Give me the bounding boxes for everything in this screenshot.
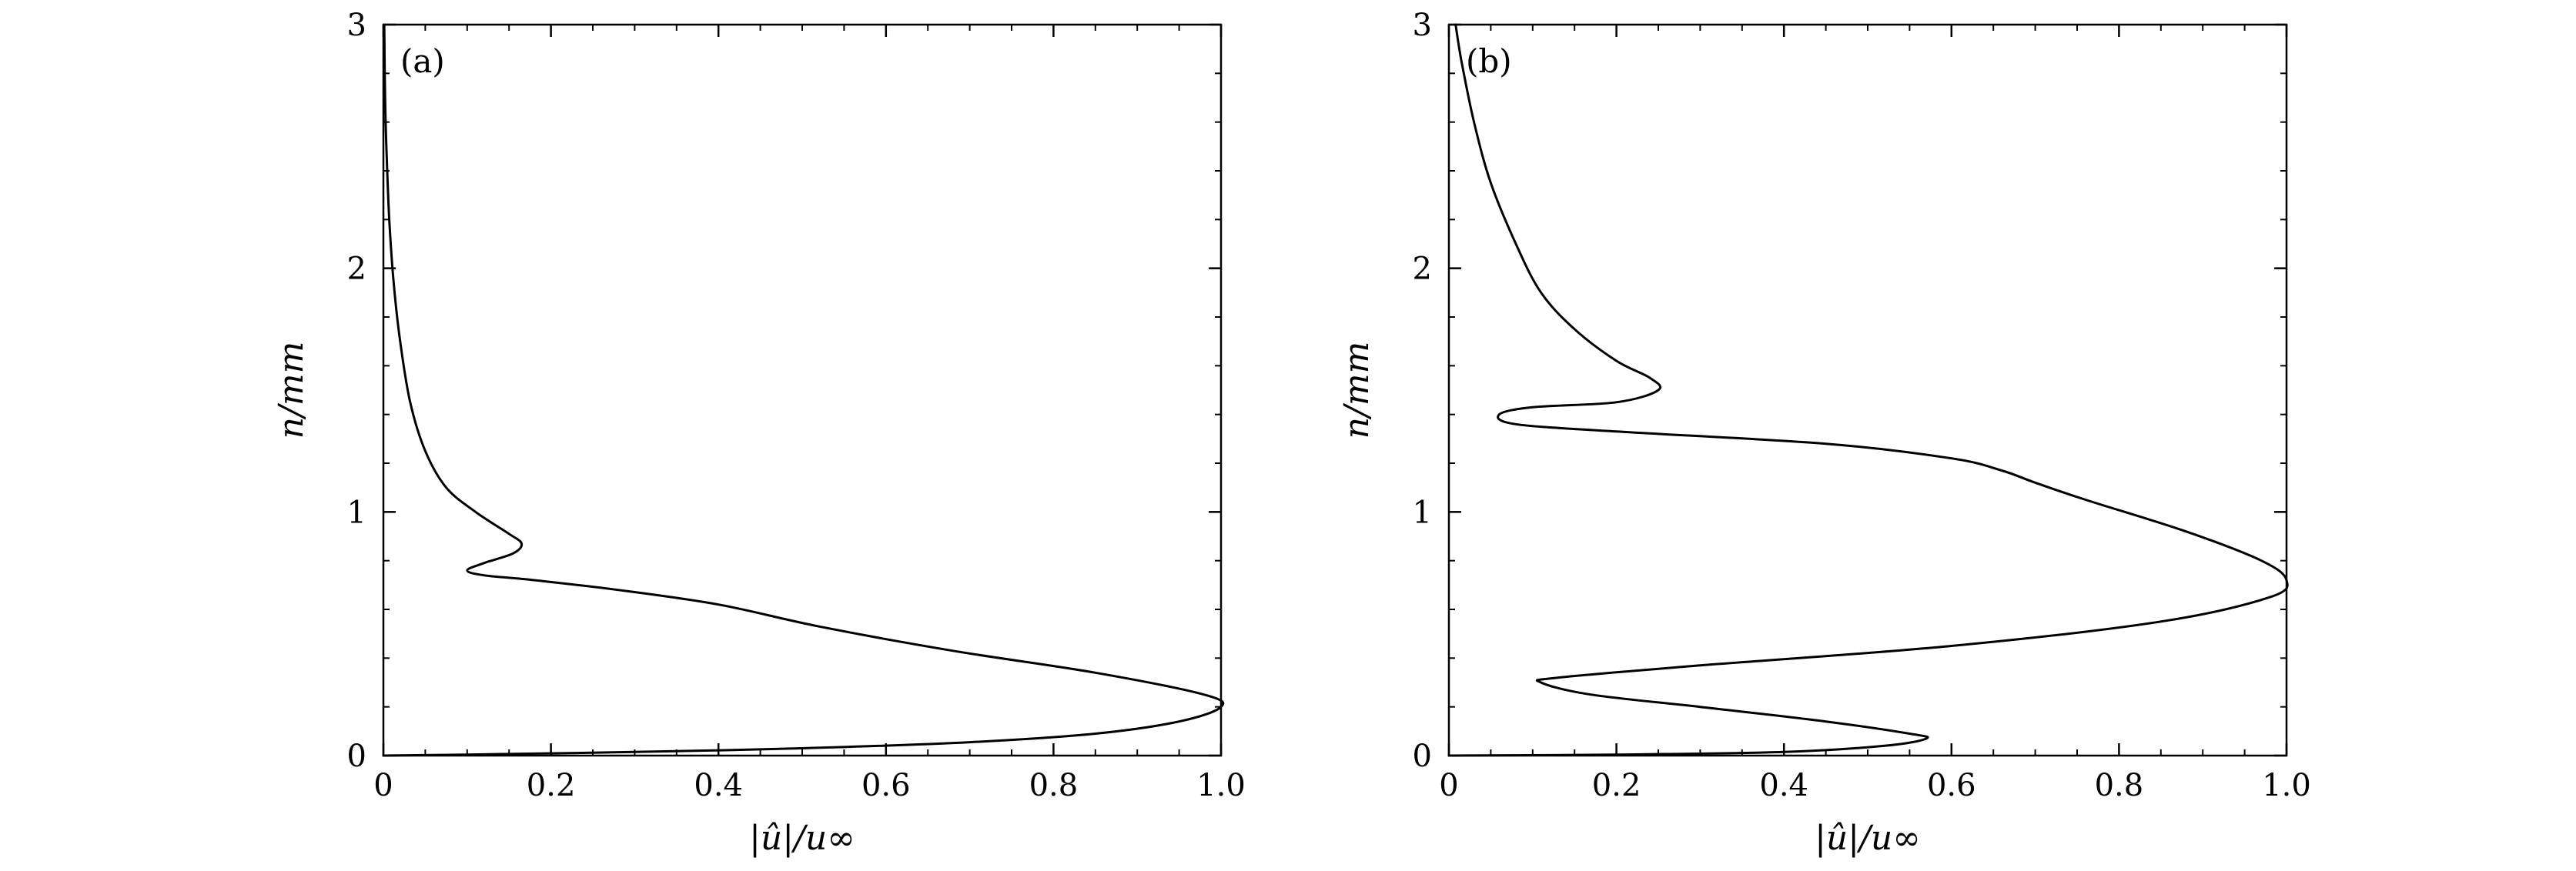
panel-b-y-tick-label: 1 <box>1413 495 1432 530</box>
panel-b-frame <box>1447 23 2288 757</box>
panel-a-x-tick-label: 0.6 <box>861 768 911 803</box>
panel-a-y-tick-label: 1 <box>347 495 366 530</box>
panel-a: 0 0.2 0.4 0.6 0.8 1.0 0 1 2 3 (a) |û|/u∞ n/mm <box>272 8 1246 858</box>
panel-b-x-axis-label: |û|/u∞ <box>1815 819 1921 858</box>
panel-a-x-tick-label: 1.0 <box>1196 768 1246 803</box>
panel-b-y-tick-label: 2 <box>1413 252 1432 287</box>
panel-a-x-tick-label: 0.8 <box>1029 768 1079 803</box>
panel-b-x-tick-label: 0.6 <box>1927 768 1976 803</box>
panel-a-x-tick-label: 0 <box>373 768 393 803</box>
panel-a-label: (a) <box>400 42 445 80</box>
panel-a-y-axis-label: n/mm <box>272 342 311 439</box>
panel-a-y-tick-label: 2 <box>347 252 366 287</box>
panel-b-x-tick-label: 0 <box>1439 768 1458 803</box>
panel-b-x-tick-label: 1.0 <box>2262 768 2311 803</box>
panel-b-y-axis-label: n/mm <box>1337 342 1377 439</box>
panel-a-x-tick-label: 0.2 <box>527 768 576 803</box>
panel-b-x-tick-label: 0.2 <box>1592 768 1641 803</box>
panel-b-x-tick-label: 0.4 <box>1759 768 1808 803</box>
panel-a-frame <box>382 23 1223 757</box>
panel-b-x-tick-label: 0.8 <box>2095 768 2144 803</box>
panel-a-y-tick-label: 3 <box>347 8 366 43</box>
panel-a-y-tick-label: 0 <box>347 739 366 774</box>
panel-b-series-line <box>1447 23 2289 757</box>
panel-a-series-line <box>382 23 1225 757</box>
panel-b-y-tick-label: 3 <box>1413 8 1432 43</box>
panel-a-x-axis-label: |û|/u∞ <box>749 819 855 858</box>
panel-b-label: (b) <box>1466 42 1512 80</box>
panel-a-x-tick-label: 0.4 <box>694 768 743 803</box>
panel-b: 0 0.2 0.4 0.6 0.8 1.0 0 1 2 3 (b) |û|/u∞ n/mm <box>1337 8 2311 858</box>
panel-b-y-tick-label: 0 <box>1413 739 1432 774</box>
